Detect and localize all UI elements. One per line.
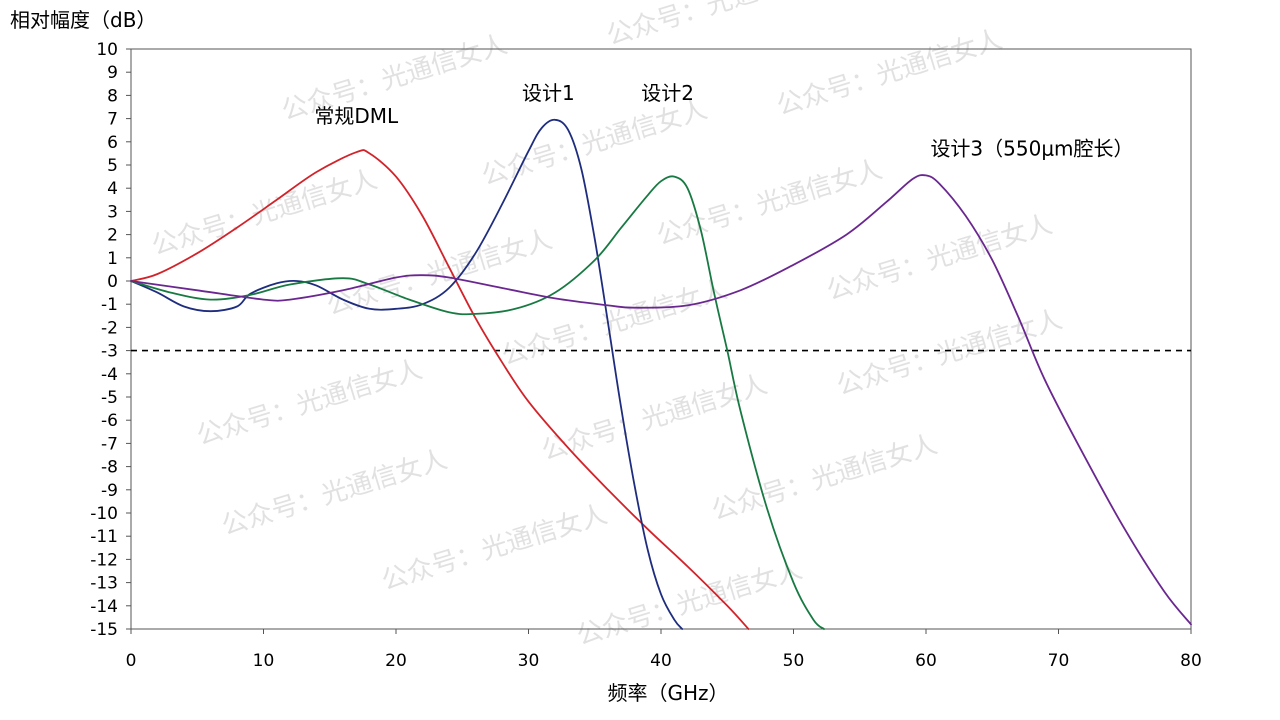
y-tick-label: -6 [101,411,118,431]
x-tick-label: 20 [385,651,407,671]
y-tick-label: 6 [107,133,118,153]
x-tick-label: 60 [915,651,937,671]
watermark-text: 公众号：光通信女人 [193,355,426,452]
y-tick-label: 7 [107,110,118,130]
series-label-1: 常规DML [314,104,399,128]
watermark-text: 公众号：光通信女人 [773,25,1006,122]
watermark-text: 公众号：光通信女人 [653,155,886,252]
y-tick-label: -4 [101,365,118,385]
watermark-text: 公众号：光通信女人 [823,210,1056,307]
y-tick-label: 9 [107,63,118,83]
y-tick-label: -8 [101,458,118,478]
watermark-layer: 公众号：光通信女人公众号：光通信女人公众号：光通信女人公众号：光通信女人公众号：… [148,0,1066,652]
y-tick-label: -12 [90,550,118,570]
y-tick-label: -1 [101,295,118,315]
x-tick-label: 50 [783,651,805,671]
x-tick-label: 30 [518,651,540,671]
series-label-3: 设计2 [641,81,694,105]
watermark-text: 公众号：光通信女人 [498,275,731,372]
x-axis: 0 10 20 30 40 50 60 70 80 [126,629,1202,671]
y-tick-label: -11 [90,527,118,547]
series-line-4 [130,174,1192,626]
watermark-text: 公众号：光通信女人 [378,500,611,597]
watermark-text: 公众号：光通信女人 [833,305,1066,402]
x-axis-title: 频率（GHz） [607,681,728,705]
series-layer [130,118,1192,630]
watermark-text: 公众号：光通信女人 [603,0,836,52]
y-tick-label: -10 [90,504,118,524]
y-tick-label: -14 [90,597,118,617]
y-tick-label: 1 [107,249,118,269]
x-tick-label: 40 [650,651,672,671]
y-tick-label: -15 [90,620,118,640]
y-tick-label: -7 [101,434,118,454]
series-label-2: 设计1 [522,81,575,105]
y-tick-label: -13 [90,574,118,594]
x-tick-label: 0 [126,651,137,671]
y-tick-label: 4 [107,179,118,199]
x-tick-label: 10 [253,651,275,671]
y-tick-label: 8 [107,86,118,106]
watermark-text: 公众号：光通信女人 [218,445,451,542]
y-axis: 109876543210-1-2-3-4-5-6-7-8-9-10-11-12-… [90,40,131,640]
y-tick-label: -3 [101,342,118,362]
x-tick-label: 70 [1048,651,1070,671]
y-tick-label: -9 [101,481,118,501]
watermark-text: 公众号：光通信女人 [708,430,941,527]
y-axis-title: 相对幅度（dB） [10,8,156,32]
series-label-4: 设计3（550μm腔长） [930,137,1133,161]
y-tick-label: 3 [107,202,118,222]
y-tick-label: -2 [101,318,118,338]
y-tick-label: 0 [107,272,118,292]
y-tick-label: -5 [101,388,118,408]
x-tick-label: 80 [1180,651,1202,671]
y-tick-label: 2 [107,226,118,246]
series-label-layer: 常规DML 设计1 设计2 设计3（550μm腔长） [314,81,1133,161]
y-tick-label: 5 [107,156,118,176]
y-tick-label: 10 [96,40,118,60]
watermark-text: 公众号：光通信女人 [148,165,381,262]
series-line-3 [130,175,825,630]
series-line-1 [130,149,750,630]
